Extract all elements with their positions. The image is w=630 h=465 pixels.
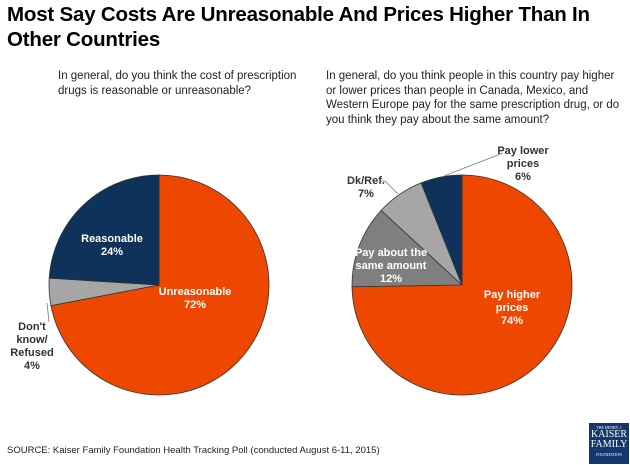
slice-label: Pay about the same amount 12% [355, 247, 427, 285]
pie-slice [351, 209, 464, 288]
slice-label: Reasonable 24% [81, 233, 143, 258]
leader-line [443, 152, 504, 177]
right-chart-question: In general, do you think people in this … [326, 70, 620, 126]
left-chart-question: In general, do you think the cost of pre… [58, 70, 297, 97]
leader-line [46, 302, 50, 323]
logo-line: FAMILY [590, 439, 628, 450]
logo-line: KAISER [590, 429, 628, 440]
slice-label: Unreasonable 72% [159, 286, 232, 311]
logo-line: FOUNDATION [596, 452, 622, 457]
source-note: SOURCE: Kaiser Family Foundation Health … [7, 445, 380, 456]
pie-slice [48, 174, 160, 286]
logo-line: THE HENRY J. [596, 425, 622, 430]
page-title: Most Say Costs Are Unreasonable And Pric… [7, 3, 590, 51]
leader-line [381, 180, 399, 195]
kff-logo: THE HENRY J. KAISER FAMILY FOUNDATION [589, 423, 629, 464]
slice-label: Pay lower prices 6% [497, 145, 549, 183]
slice-label: Pay higher prices 74% [484, 289, 541, 327]
slice-label: Don't know/Refused 4% [10, 321, 53, 372]
slice-label: Dk/Ref. 7% [347, 175, 385, 200]
pie-slice [420, 174, 463, 286]
pie-slice [50, 174, 270, 396]
